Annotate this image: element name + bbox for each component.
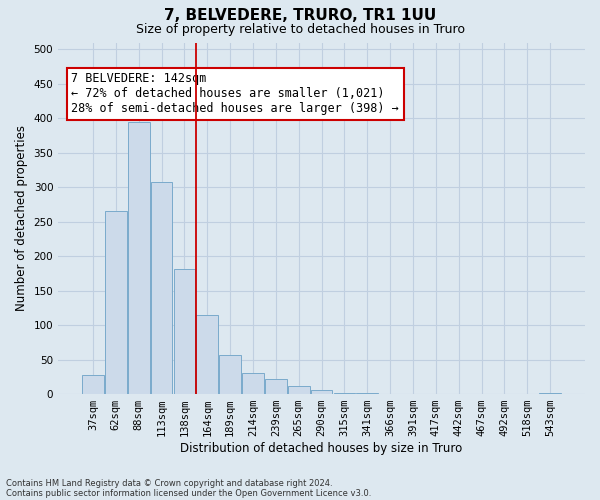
Bar — [311, 390, 332, 394]
Text: Contains public sector information licensed under the Open Government Licence v3: Contains public sector information licen… — [6, 488, 371, 498]
Bar — [288, 386, 310, 394]
X-axis label: Distribution of detached houses by size in Truro: Distribution of detached houses by size … — [181, 442, 463, 455]
Text: 7 BELVEDERE: 142sqm
← 72% of detached houses are smaller (1,021)
28% of semi-det: 7 BELVEDERE: 142sqm ← 72% of detached ho… — [71, 72, 399, 116]
Bar — [151, 182, 172, 394]
Text: Contains HM Land Registry data © Crown copyright and database right 2024.: Contains HM Land Registry data © Crown c… — [6, 478, 332, 488]
Y-axis label: Number of detached properties: Number of detached properties — [15, 126, 28, 312]
Bar — [242, 374, 264, 394]
Bar — [265, 379, 287, 394]
Text: 7, BELVEDERE, TRURO, TR1 1UU: 7, BELVEDERE, TRURO, TR1 1UU — [164, 8, 436, 22]
Bar — [539, 392, 561, 394]
Bar — [196, 315, 218, 394]
Bar — [219, 355, 241, 394]
Bar — [334, 392, 355, 394]
Bar — [105, 212, 127, 394]
Bar — [173, 268, 195, 394]
Text: Size of property relative to detached houses in Truro: Size of property relative to detached ho… — [136, 22, 464, 36]
Bar — [128, 122, 149, 394]
Bar — [82, 375, 104, 394]
